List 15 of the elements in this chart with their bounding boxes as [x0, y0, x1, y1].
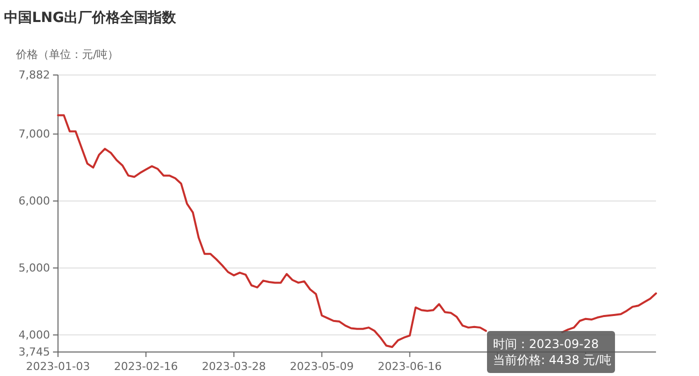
- y-tick-label: 3,745: [18, 346, 50, 358]
- x-tick-label: 2023-01-03: [26, 360, 90, 373]
- y-tick-label: 7,882: [18, 68, 50, 82]
- y-tick-label: 7,000: [18, 128, 50, 141]
- x-tick-label: 2023-06-16: [378, 360, 442, 373]
- y-tick-label: 4,000: [18, 328, 50, 342]
- text: 当前价格: 4438 元/吨: [493, 353, 612, 367]
- annotation: 时间：2023-09-28: [493, 337, 599, 351]
- x-tick-label: 2023-03-28: [202, 360, 266, 373]
- y-tick-label: 5,000: [18, 261, 50, 274]
- x-tick-label: 2023-05-09: [290, 360, 354, 373]
- x-tick-label: 2023-02-16: [114, 360, 178, 373]
- y-axis-title: 价格（单位：元/吨）: [15, 48, 119, 61]
- chart-title: 中国LNG出厂价格全国指数: [4, 10, 178, 26]
- y-tick-label: 6,000: [18, 194, 50, 208]
